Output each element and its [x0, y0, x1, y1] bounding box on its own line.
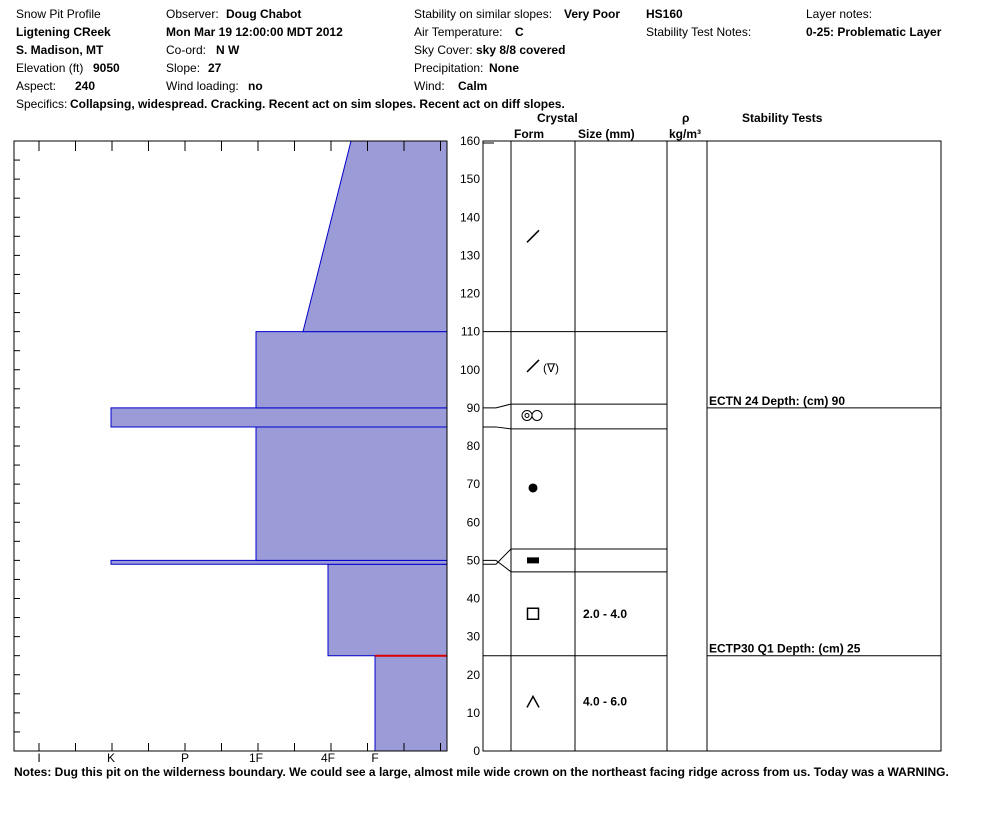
- wind-value: Calm: [458, 79, 488, 93]
- y-tick-label: 160: [460, 134, 480, 148]
- stability-value: Very Poor: [564, 7, 621, 21]
- aspect-label: Aspect:: [16, 79, 57, 93]
- y-tick-label: 130: [460, 248, 480, 262]
- decomposing-and-surface-hoar-icon: (∇): [526, 359, 559, 375]
- crystal-size-label: 4.0 - 6.0: [583, 694, 627, 708]
- date-value: Mon Mar 19 12:00:00 MDT 2012: [166, 25, 343, 39]
- y-tick-label: 40: [467, 592, 481, 606]
- rho-header: ρ: [682, 111, 690, 125]
- hardness-tick-label: P: [181, 751, 189, 765]
- chart-title: Snow Pit Profile: [16, 7, 101, 21]
- elevation-value: 9050: [93, 61, 120, 75]
- hardness-layer: [327, 563, 448, 657]
- observer-value: Doug Chabot: [226, 7, 302, 21]
- form-header: Form: [514, 127, 544, 141]
- y-tick-label: 100: [460, 363, 480, 377]
- slope-label: Slope:: [166, 61, 201, 75]
- wind-loading-value: no: [248, 79, 263, 93]
- density-unit-header: kg/m³: [669, 127, 702, 141]
- elevation-label: Elevation (ft): [16, 61, 84, 75]
- layer-boundary: [483, 559, 667, 573]
- y-tick-label: 70: [467, 477, 481, 491]
- hardness-layer: [255, 426, 448, 561]
- layer-boundary: [483, 403, 667, 409]
- precipitation-particles-icon: [526, 229, 540, 243]
- specifics-value: Collapsing, widespread. Cracking. Recent…: [70, 97, 565, 111]
- y-tick-label: 20: [467, 668, 481, 682]
- air-temp-label: Air Temperature:: [414, 25, 503, 39]
- y-tick-label: 0: [473, 744, 480, 758]
- notes: Notes: Dug this pit on the wilderness bo…: [14, 765, 949, 779]
- stability-test-label: ECTN 24 Depth: (cm) 90: [709, 394, 845, 408]
- y-tick-label: 80: [467, 439, 481, 453]
- y-tick-label: 140: [460, 210, 480, 224]
- svg-text:(∇): (∇): [543, 361, 559, 375]
- wind-label: Wind:: [414, 79, 445, 93]
- y-tick-label: 60: [467, 515, 481, 529]
- coord-label: Co-ord:: [166, 43, 207, 57]
- y-tick-label: 110: [461, 325, 480, 339]
- wind-loading-label: Wind loading:: [166, 79, 239, 93]
- y-tick-label: 90: [467, 401, 481, 415]
- hardness-layer: [374, 655, 448, 752]
- slope-value: 27: [208, 61, 222, 75]
- aspect-value: 240: [75, 79, 96, 93]
- density-column: [666, 140, 708, 752]
- hardness-layer: [302, 140, 448, 333]
- y-tick-label: 150: [460, 172, 480, 186]
- layer-boundary: [483, 426, 667, 430]
- layer-notes-value: 0-25: Problematic Layer: [806, 25, 942, 39]
- sky-label: Sky Cover:: [414, 43, 473, 57]
- y-tick-label: 120: [460, 287, 480, 301]
- region: S. Madison, MT: [16, 43, 104, 57]
- y-tick-label: 10: [467, 706, 481, 720]
- stability-test-notes-label: Stability Test Notes:: [646, 25, 752, 39]
- hardness-tick-label: K: [107, 751, 115, 765]
- hardness-tick-label: 4F: [321, 751, 335, 765]
- ice-formation-icon: [527, 557, 539, 564]
- hardness-tick-label: 1F: [249, 751, 263, 765]
- size-header: Size (mm): [578, 127, 635, 141]
- hardness-layer: [110, 559, 448, 565]
- hardness-layer: [255, 331, 448, 409]
- location: Ligtening CReek: [16, 25, 111, 39]
- layer-notes-label: Layer notes:: [806, 7, 873, 21]
- specifics-label: Specifics:: [16, 97, 68, 111]
- stability-tests-frame: [706, 140, 942, 752]
- sky-value: sky 8/8 covered: [476, 43, 566, 57]
- crystal-header: Crystal: [537, 111, 578, 125]
- air-temp-value: C: [515, 25, 524, 39]
- stability-test-label: ECTP30 Q1 Depth: (cm) 25: [709, 642, 861, 656]
- precip-value: None: [489, 61, 519, 75]
- crystal-size-label: 2.0 - 4.0: [583, 607, 627, 621]
- precip-label: Precipitation:: [414, 61, 484, 75]
- layer-boundary: [483, 548, 667, 565]
- hardness-tick-label: I: [37, 751, 40, 765]
- hs-value: HS160: [646, 7, 683, 21]
- hardness-tick-label: F: [371, 751, 378, 765]
- faceted-crystals-icon: [526, 607, 540, 620]
- stability-label: Stability on similar slopes:: [414, 7, 553, 21]
- melt-forms-icon: [521, 410, 543, 421]
- observer-label: Observer:: [166, 7, 219, 21]
- depth-hoar-icon: [526, 694, 540, 708]
- coord-value: N W: [216, 43, 240, 57]
- y-tick-label: 50: [467, 553, 481, 567]
- hardness-layer: [110, 407, 448, 428]
- y-tick-label: 30: [467, 630, 481, 644]
- stability-tests-header: Stability Tests: [742, 111, 823, 125]
- rounded-grains-icon: [528, 483, 538, 493]
